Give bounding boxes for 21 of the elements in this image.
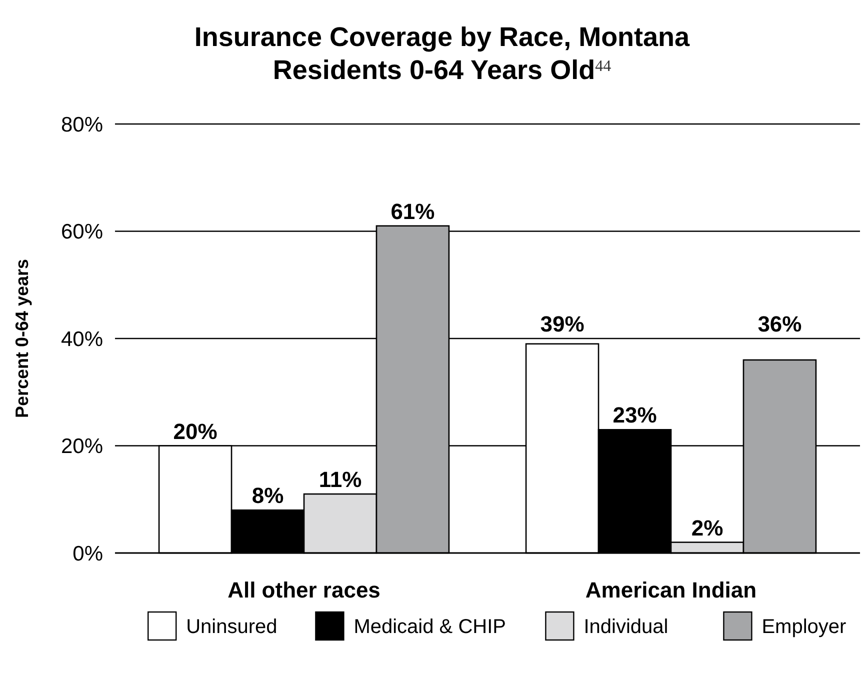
x-tick-label: All other races bbox=[228, 578, 380, 603]
legend-label: Medicaid & CHIP bbox=[354, 616, 506, 638]
data-label: 36% bbox=[758, 312, 802, 336]
y-tick-label: 60% bbox=[60, 220, 103, 244]
x-tick-label: American Indian bbox=[585, 578, 757, 603]
data-label: 20% bbox=[173, 418, 218, 444]
data-label: 8% bbox=[252, 483, 284, 508]
y-tick-label: 80% bbox=[60, 113, 103, 136]
y-tick-label: 40% bbox=[60, 328, 103, 351]
y-axis-title: Percent 0-64 years bbox=[12, 258, 32, 418]
chart-title: Insurance Coverage by Race, Montana Residents 0-64 Years Old$^{44}$ bbox=[194, 22, 691, 85]
y-tick-label: 0% bbox=[72, 542, 103, 566]
legend-label: Uninsured bbox=[186, 616, 278, 638]
y-tick-label: 20% bbox=[60, 435, 103, 458]
data-label: 61% bbox=[390, 198, 435, 224]
legend-label: Employer bbox=[762, 616, 847, 638]
data-label: 2% bbox=[691, 515, 724, 540]
data-label: 39% bbox=[540, 312, 584, 336]
legend-label: Individual bbox=[584, 616, 668, 638]
data-label: 23% bbox=[612, 402, 657, 428]
data-label: 11% bbox=[318, 467, 362, 492]
